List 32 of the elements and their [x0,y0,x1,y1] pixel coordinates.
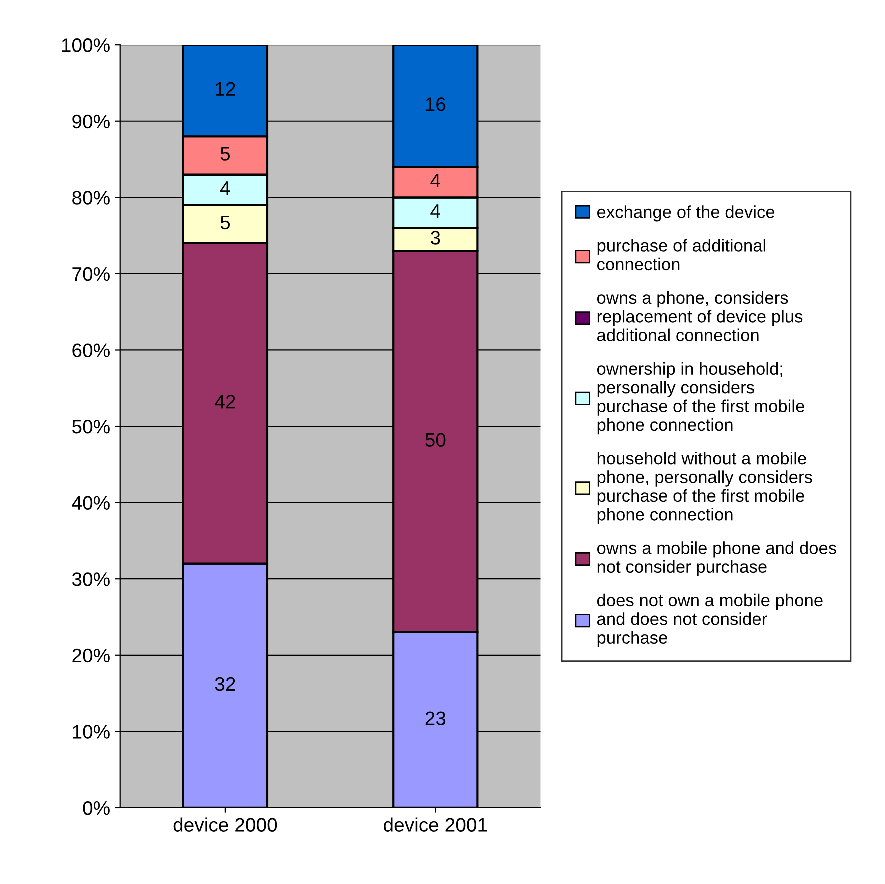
y-tick-label: 90% [72,114,110,129]
data-label: 5 [220,147,230,161]
legend-label: ownership in household; personally considers purchase of the first mobile phone connection [597,362,804,435]
legend-label: does not own a mobile phone and does not consider purchase [597,594,823,648]
data-label: 5 [220,216,230,230]
legend-label: owns a phone, considers replacement of device plus additional connection [597,291,803,342]
data-label: 4 [430,174,440,188]
y-tick-label: 50% [72,420,110,434]
data-label: 12 [216,82,236,96]
data-label: 16 [426,98,446,112]
x-tick-label: device 2001 [384,818,488,832]
legend-label: household without a mobile phone, personally considers purchase of the first mobile phone connection [598,452,812,524]
data-label: 42 [215,395,236,409]
data-label: 50 [426,433,446,448]
legend-label: exchange of the device [597,206,775,222]
x-tick-label: device 2000 [174,818,278,832]
y-tick-label: 60% [72,344,110,358]
legend-label: owns a mobile phone and does not consider purchase [597,542,836,577]
data-label: 3 [430,231,440,245]
legend-label: purchase of additional connection [597,239,766,271]
y-tick-label: 70% [72,267,110,282]
data-label: 23 [426,712,446,726]
data-label: 4 [430,204,440,218]
y-tick-label: 20% [72,648,110,663]
data-label: 32 [215,677,236,692]
y-tick-label: 0% [83,801,110,816]
y-tick-label: 80% [72,191,110,205]
y-tick-label: 10% [73,725,110,739]
y-tick-label: 40% [72,496,110,510]
y-tick-label: 30% [72,572,110,586]
data-label: 4 [220,182,230,196]
y-tick-label: 100% [62,38,110,52]
